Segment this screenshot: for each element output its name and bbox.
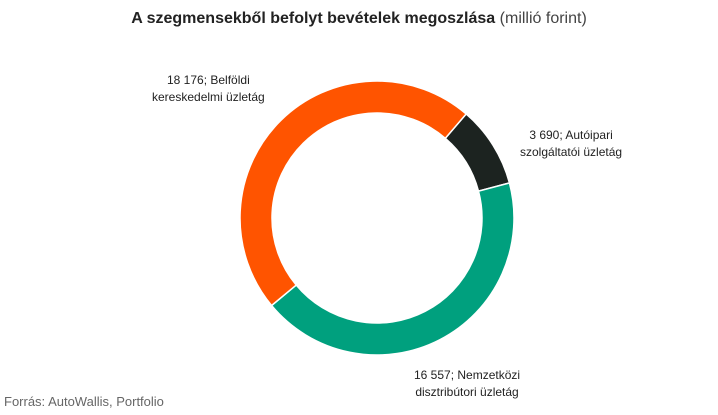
slice-label-belfoldi-value: 18 176; Belföldi xyxy=(166,73,250,87)
slice-label-autoipari-name: szolgáltatói üzletág xyxy=(520,145,623,159)
chart-title-main: A szegmensekből befolyt bevételek megosz… xyxy=(131,10,496,27)
chart-title: A szegmensekből befolyt bevételek megosz… xyxy=(0,10,718,28)
donut-slice-2 xyxy=(239,80,468,307)
slice-label-autoipari: 3 690; Autóipari szolgáltatói üzletág xyxy=(520,127,622,161)
slice-label-belfoldi: 18 176; Belföldi kereskedelmi üzletág xyxy=(152,72,265,106)
slice-label-nemzetkozi: 16 557; Nemzetközi disztribútori üzletág xyxy=(414,367,520,401)
slice-label-belfoldi-name: kereskedelmi üzletág xyxy=(152,90,265,104)
source-note: Forrás: AutoWallis, Portfolio xyxy=(4,394,164,409)
slice-label-nemzetkozi-name: disztribútori üzletág xyxy=(415,385,519,399)
chart-title-unit: (millió forint) xyxy=(499,10,587,27)
donut-slice-1 xyxy=(270,182,515,356)
slice-label-autoipari-value: 3 690; Autóipari xyxy=(529,128,613,142)
slice-label-nemzetkozi-value: 16 557; Nemzetközi xyxy=(414,368,521,382)
